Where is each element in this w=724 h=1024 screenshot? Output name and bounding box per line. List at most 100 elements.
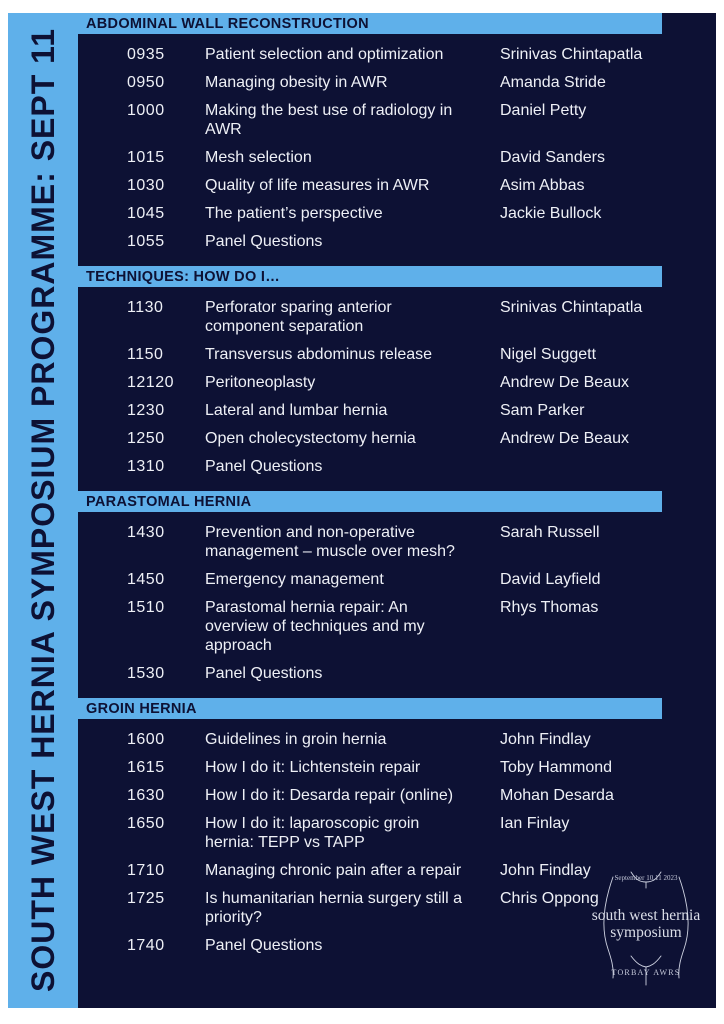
programme-section: PARASTOMAL HERNIA 1430 Prevention and no… [78,491,716,698]
session-speaker: Toby Hammond [500,759,613,776]
programme-row: 1430 Prevention and non-operative manage… [78,523,716,561]
session-speaker: Mohan Desarda [500,787,614,804]
programme-row: 1710 Managing chronic pain after a repai… [78,861,716,880]
session-title: Transversus abdominus release [205,346,433,363]
session-title: Panel Questions [205,937,323,954]
programme-sections: ABDOMINAL WALL RECONSTRUCTION 0935 Patie… [78,13,716,970]
session-title: Panel Questions [205,458,323,475]
session-title: Managing chronic pain after a repair [205,862,462,879]
section-title: ABDOMINAL WALL RECONSTRUCTION [86,15,369,32]
programme-section: TECHNIQUES: HOW DO I… 1130 Perforator sp… [78,266,716,491]
session-speaker: David Sanders [500,149,605,166]
programme-row: 1130 Perforator sparing anterior compone… [78,298,716,336]
programme-row: 1630 How I do it: Desarda repair (online… [78,786,716,805]
section-header: PARASTOMAL HERNIA [78,491,662,512]
session-speaker: Nigel Suggett [500,346,597,363]
session-speaker [500,232,716,251]
programme-row: 1600 Guidelines in groin hernia John Fin… [78,730,716,749]
session-speaker: Asim Abbas [500,177,585,194]
session-speaker: Andrew De Beaux [500,430,629,447]
session-speaker: John Findlay [500,731,591,748]
session-title: Quality of life measures in AWR [205,177,430,194]
programme-row: 1650 How I do it: laparoscopic groin her… [78,814,716,852]
programme-row: 1150 Transversus abdominus release Nigel… [78,345,716,364]
programme-row: 1740 Panel Questions [78,936,716,955]
session-title: Managing obesity in AWR [205,74,388,91]
programme-section: ABDOMINAL WALL RECONSTRUCTION 0935 Patie… [78,13,716,266]
session-time: 1530 [127,665,165,682]
session-time: 0950 [127,74,165,91]
session-time: 0935 [127,46,165,63]
session-title: Making the best use of radiology in AWR [205,102,453,138]
torso-outline-icon [603,871,689,986]
session-speaker: Rhys Thomas [500,599,599,616]
session-speaker: Srinivas Chintapatla [500,46,643,63]
session-time: 1130 [127,299,164,316]
poster-title: SOUTH WEST HERNIA SYMPOSIUM PROGRAMME: S… [24,28,61,993]
session-time: 1430 [127,524,165,541]
session-title: Patient selection and optimization [205,46,444,63]
session-speaker: Ian Finlay [500,815,570,832]
session-title: Perforator sparing anterior component se… [205,299,392,335]
logo-date-text: September 10,11 2023 [614,874,678,882]
session-time: 1450 [127,571,165,588]
programme-row: 1055 Panel Questions [78,232,716,251]
session-title: Mesh selection [205,149,312,166]
session-speaker [500,457,716,476]
session-time: 1650 [127,815,165,832]
session-time: 1630 [127,787,165,804]
logo-name-text: south west hernia symposium [591,907,701,941]
section-rows: 1430 Prevention and non-operative manage… [78,512,716,698]
session-title: How I do it: Desarda repair (online) [205,787,454,804]
session-speaker: John Findlay [500,862,591,879]
session-speaker: Sam Parker [500,402,585,419]
session-time: 1055 [127,233,165,250]
session-title: Panel Questions [205,665,323,682]
session-title: Panel Questions [205,233,323,250]
programme-row: 1000 Making the best use of radiology in… [78,101,716,139]
programme-row: 0935 Patient selection and optimization … [78,45,716,64]
logo-footer-text: TORBAY AWRS [611,968,681,977]
programme-section: GROIN HERNIA 1600 Guidelines in groin he… [78,698,716,970]
session-speaker [500,664,716,683]
programme-row: 12120 Peritoneoplasty Andrew De Beaux [78,373,716,392]
session-time: 1510 [127,599,165,616]
programme-row: 1725 Is humanitarian hernia surgery stil… [78,889,716,927]
session-time: 1740 [127,937,165,954]
programme-row: 1530 Panel Questions [78,664,716,683]
session-time: 1150 [127,346,164,363]
session-title: How I do it: laparoscopic groin hernia: … [205,815,420,851]
section-header: TECHNIQUES: HOW DO I… [78,266,662,287]
programme-row: 1310 Panel Questions [78,457,716,476]
section-title: PARASTOMAL HERNIA [86,493,252,510]
session-title: Lateral and lumbar hernia [205,402,388,419]
session-speaker: Chris Oppong [500,890,599,907]
sidebar: SOUTH WEST HERNIA SYMPOSIUM PROGRAMME: S… [8,13,78,1008]
session-speaker: Sarah Russell [500,524,600,541]
section-title: TECHNIQUES: HOW DO I… [86,268,280,285]
programme-row: 1230 Lateral and lumbar hernia Sam Parke… [78,401,716,420]
session-time: 1250 [127,430,165,447]
session-speaker: Amanda Stride [500,74,606,91]
section-header: ABDOMINAL WALL RECONSTRUCTION [78,13,662,34]
section-rows: 1600 Guidelines in groin hernia John Fin… [78,719,716,970]
session-time: 1000 [127,102,165,119]
session-title: Parastomal hernia repair: An overview of… [205,599,425,654]
session-title: The patient’s perspective [205,205,383,222]
session-title: Guidelines in groin hernia [205,731,387,748]
session-speaker: Daniel Petty [500,102,587,119]
session-title: Peritoneoplasty [205,374,316,391]
session-time: 1725 [127,890,165,907]
programme-row: 1450 Emergency management David Layfield [78,570,716,589]
session-speaker: Jackie Bullock [500,205,602,222]
session-speaker: Srinivas Chintapatla [500,299,643,316]
session-title: How I do it: Lichtenstein repair [205,759,421,776]
session-time: 1045 [127,205,165,222]
session-speaker: David Layfield [500,571,601,588]
programme-row: 0950 Managing obesity in AWR Amanda Stri… [78,73,716,92]
session-time: 1030 [127,177,165,194]
symposium-logo: September 10,11 2023 south west hernia s… [581,865,711,990]
programme-row: 1015 Mesh selection David Sanders [78,148,716,167]
section-header: GROIN HERNIA [78,698,662,719]
